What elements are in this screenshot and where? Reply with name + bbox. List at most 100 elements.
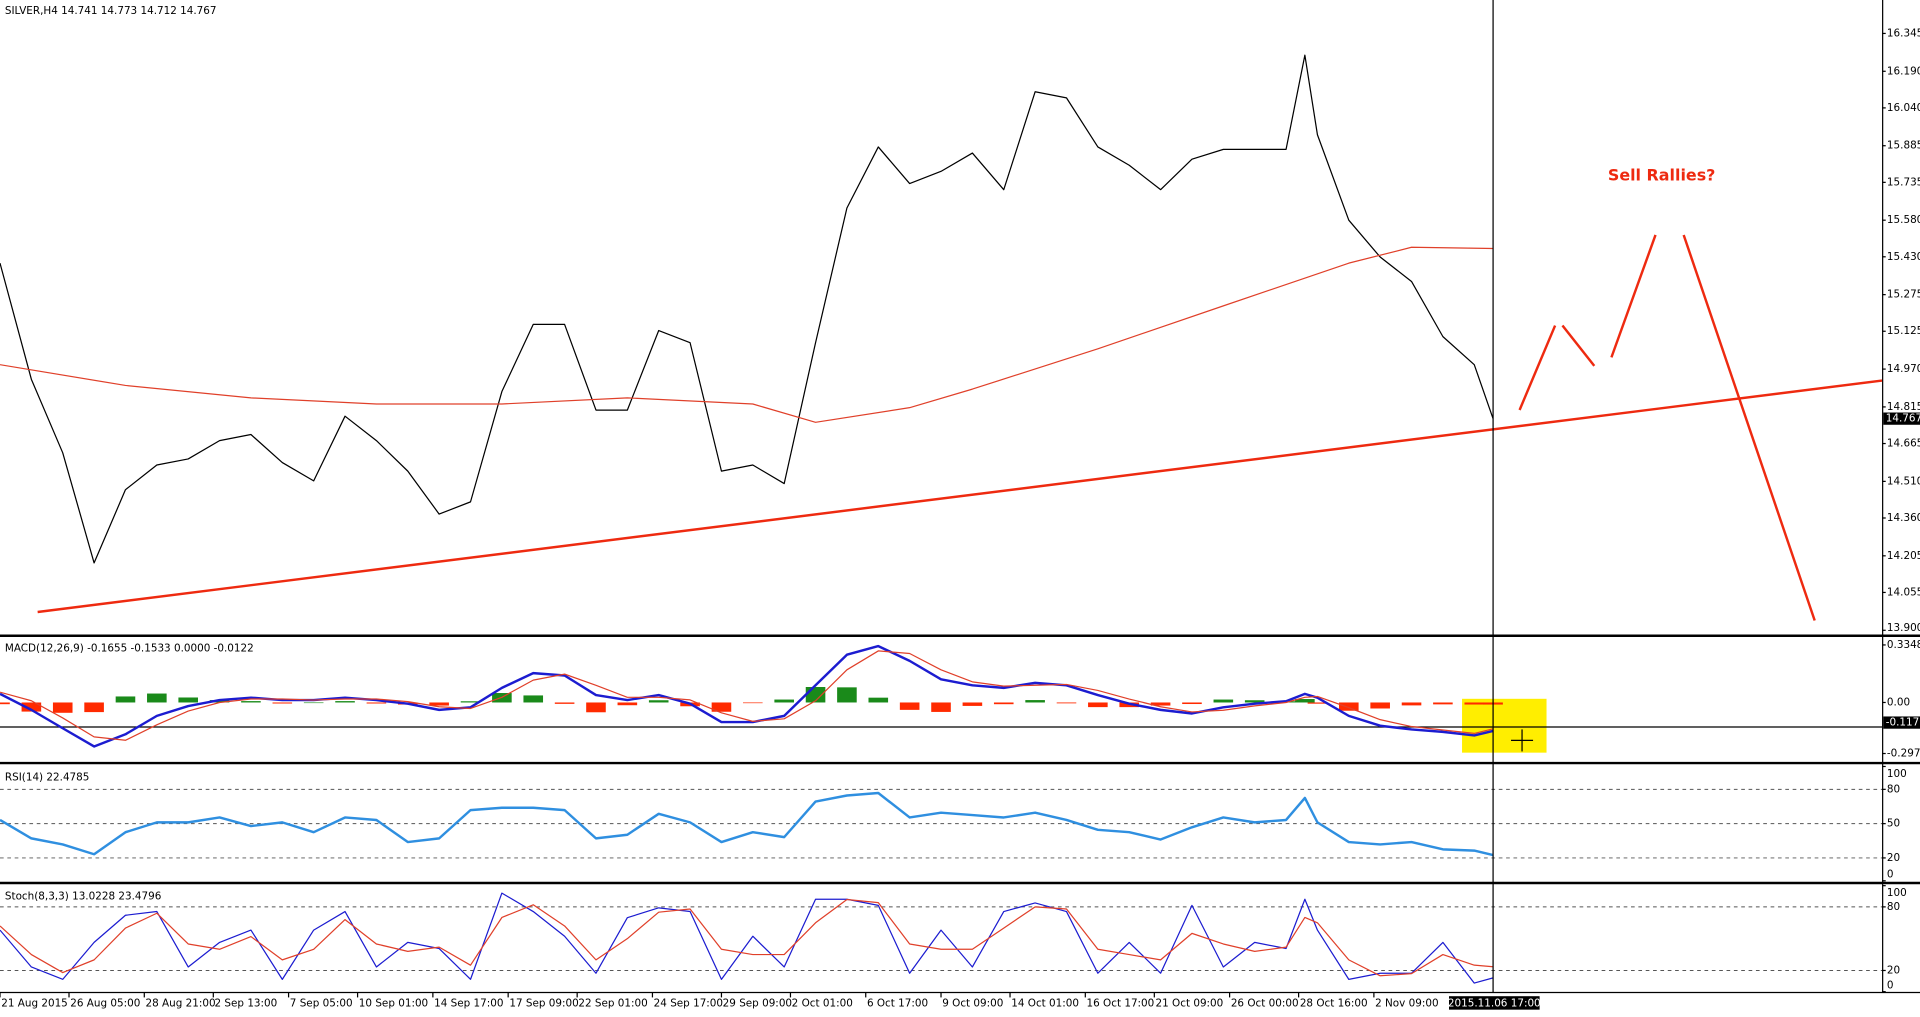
histogram-bar <box>586 702 606 713</box>
histogram-bar <box>303 702 324 704</box>
y-tick-label: 15.125 <box>1887 325 1920 337</box>
x-tick-label: 2 Sep 13:00 <box>215 998 278 1010</box>
x-tick-label: 9 Oct 09:00 <box>942 998 1003 1010</box>
histogram-bar <box>774 699 794 703</box>
x-tick-label: 2 Nov 09:00 <box>1375 998 1438 1010</box>
price-tag: 14.767 <box>1886 413 1920 425</box>
y-tick-label: 80 <box>1887 783 1900 795</box>
cursor-value-bg <box>1883 716 1920 729</box>
histogram-bar <box>1433 702 1453 705</box>
histogram-bar <box>147 693 167 703</box>
histogram-bar <box>52 702 73 713</box>
histogram-bar <box>962 702 983 706</box>
panel-title: RSI(14) 22.4785 <box>5 771 90 783</box>
series-line <box>0 898 1494 977</box>
histogram-bar <box>1307 702 1328 704</box>
panel-title: SILVER,H4 14.741 14.773 14.712 14.767 <box>5 5 217 17</box>
x-tick-label: 28 Oct 16:00 <box>1300 998 1368 1010</box>
y-tick-label: 14.665 <box>1887 438 1920 450</box>
x-tick-label: 6 Oct 17:00 <box>867 998 928 1010</box>
y-tick-label: 15.580 <box>1887 214 1920 226</box>
y-tick-label: 0 <box>1887 869 1894 881</box>
histogram-bar <box>178 697 198 703</box>
histogram-bar <box>115 696 136 703</box>
histogram-bar <box>1213 699 1234 703</box>
histogram-bar <box>931 702 951 712</box>
series-line <box>0 791 1494 857</box>
x-tick-label: 29 Sep 09:00 <box>723 998 792 1010</box>
x-tick-label: 17 Sep 09:00 <box>509 998 578 1010</box>
histogram-bar <box>523 695 544 703</box>
x-tick-label: 10 Sep 01:00 <box>359 998 428 1010</box>
x-tick-label: 22 Sep 01:00 <box>578 998 647 1010</box>
y-tick-label: 0 <box>1887 980 1894 992</box>
y-tick-label: 20 <box>1887 852 1900 864</box>
histogram-bar <box>1401 702 1422 706</box>
cursor-label: 2015.11.06 17:00 <box>1448 998 1541 1010</box>
drawn-line <box>1561 324 1596 367</box>
y-tick-label: -0.297 <box>1887 748 1920 760</box>
histogram-bar <box>899 702 920 710</box>
y-tick-label: 15.735 <box>1887 176 1920 188</box>
y-tick-label: 16.345 <box>1887 27 1920 39</box>
histogram-bar <box>743 702 763 704</box>
y-tick-label: 50 <box>1887 818 1900 830</box>
y-tick-label: 16.190 <box>1887 65 1920 77</box>
highlight-box <box>1462 698 1547 753</box>
histogram-bar <box>1025 700 1045 703</box>
histogram-bar <box>335 701 355 703</box>
series-line <box>0 246 1494 423</box>
price-tag-bg <box>1883 412 1920 425</box>
histogram-bar <box>0 702 10 705</box>
y-tick-label: 100 <box>1887 768 1907 780</box>
y-tick-label: 14.815 <box>1887 401 1920 413</box>
y-tick-label: 14.510 <box>1887 475 1920 487</box>
frame <box>0 0 1920 994</box>
y-tick-label: 13.900 <box>1887 622 1920 634</box>
histogram-bar <box>1370 702 1390 709</box>
histogram-bar <box>868 697 889 703</box>
x-tick-label: 14 Oct 01:00 <box>1011 998 1079 1010</box>
histogram-bar <box>1339 702 1359 711</box>
histogram-bar <box>1056 702 1077 704</box>
hand-drawn-arrows <box>1518 234 1816 621</box>
histogram-bar <box>272 702 293 704</box>
y-tick-label: 0.3348 <box>1887 639 1920 651</box>
drawn-line <box>1610 234 1657 358</box>
histogram-bar <box>1464 702 1485 705</box>
y-tick-label: 14.055 <box>1887 586 1920 598</box>
histogram-bar <box>429 702 449 706</box>
y-tick-label: 100 <box>1887 887 1907 899</box>
y-tick-label: 16.040 <box>1887 102 1920 114</box>
series-line <box>37 379 1883 614</box>
y-tick-label: 14.205 <box>1887 550 1920 562</box>
panel-title: MACD(12,26,9) -0.1655 -0.1533 0.0000 -0.… <box>5 643 254 655</box>
x-tick-label: 14 Sep 17:00 <box>434 998 503 1010</box>
cursor-icon <box>1511 729 1534 752</box>
drawn-line <box>1518 325 1557 411</box>
x-tick-label: 26 Oct 00:00 <box>1231 998 1299 1010</box>
histogram-bar <box>837 687 857 703</box>
histogram-bar <box>1182 702 1202 705</box>
y-tick-label: 14.970 <box>1887 363 1920 375</box>
histogram-bar <box>1088 702 1108 708</box>
cursor-value: -0.117 <box>1886 717 1920 729</box>
y-tick-label: 0.00 <box>1887 696 1910 708</box>
y-tick-label: 14.360 <box>1887 512 1920 524</box>
histogram-bar <box>1244 700 1265 703</box>
cursor-label-bg <box>1449 996 1540 1010</box>
y-tick-label: 15.885 <box>1887 140 1920 152</box>
histogram-bar <box>84 702 104 713</box>
series-line <box>0 644 1494 748</box>
x-tick-label: 21 Aug 2015 <box>1 998 68 1010</box>
histogram-bar <box>460 701 481 703</box>
x-tick-label: 26 Aug 05:00 <box>70 998 140 1010</box>
drawn-line <box>1682 234 1816 621</box>
series-line <box>0 54 1494 564</box>
series-line <box>0 650 1494 741</box>
histogram-bar <box>241 701 261 703</box>
y-tick-label: 15.430 <box>1887 251 1920 263</box>
histogram-bar <box>21 702 42 712</box>
